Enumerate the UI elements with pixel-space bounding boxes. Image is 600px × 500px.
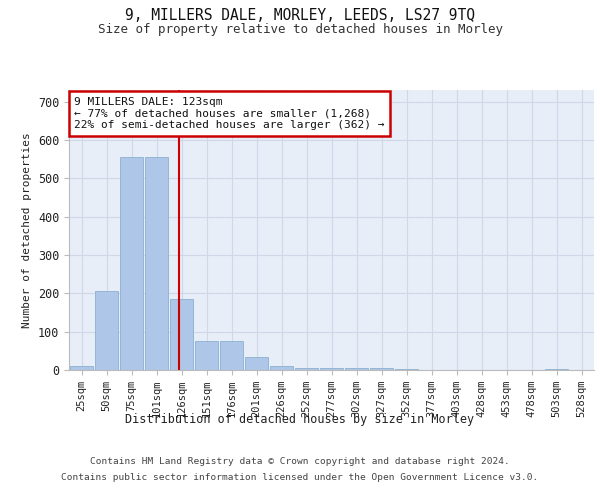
Text: 9, MILLERS DALE, MORLEY, LEEDS, LS27 9TQ: 9, MILLERS DALE, MORLEY, LEEDS, LS27 9TQ	[125, 8, 475, 22]
Bar	[245, 356, 268, 370]
Text: Size of property relative to detached houses in Morley: Size of property relative to detached ho…	[97, 22, 503, 36]
Bar	[119, 157, 143, 370]
Bar	[295, 368, 319, 370]
Bar	[170, 299, 193, 370]
Bar	[145, 157, 169, 370]
Bar	[320, 368, 343, 370]
Bar	[70, 366, 94, 370]
Bar	[220, 341, 244, 370]
Bar	[370, 368, 394, 370]
Text: Contains HM Land Registry data © Crown copyright and database right 2024.: Contains HM Land Registry data © Crown c…	[90, 458, 510, 466]
Text: Contains public sector information licensed under the Open Government Licence v3: Contains public sector information licen…	[61, 472, 539, 482]
Y-axis label: Number of detached properties: Number of detached properties	[22, 132, 32, 328]
Text: Distribution of detached houses by size in Morley: Distribution of detached houses by size …	[125, 412, 475, 426]
Bar	[344, 368, 368, 370]
Text: 9 MILLERS DALE: 123sqm
← 77% of detached houses are smaller (1,268)
22% of semi-: 9 MILLERS DALE: 123sqm ← 77% of detached…	[74, 97, 385, 130]
Bar	[194, 341, 218, 370]
Bar	[269, 366, 293, 370]
Bar	[95, 290, 118, 370]
Bar	[395, 369, 418, 370]
Bar	[545, 369, 568, 370]
